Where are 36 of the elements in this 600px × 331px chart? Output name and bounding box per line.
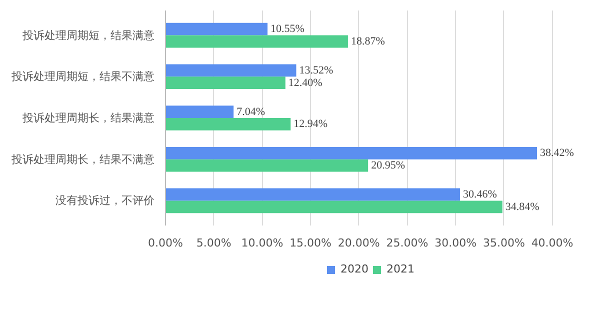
bar	[166, 22, 268, 36]
y-tick-label: 投诉处理周期长，结果不满意	[10, 152, 154, 166]
data-label: 10.55%	[270, 23, 304, 36]
bar	[166, 106, 234, 118]
x-tick-label: 25.00%	[386, 236, 428, 250]
x-tick-label: 30.00%	[434, 236, 477, 250]
data-label: 20.95%	[371, 160, 406, 172]
bar	[166, 35, 348, 48]
data-label: 30.46%	[463, 188, 497, 200]
y-tick-label: 投诉处理周期短，结果不满意	[10, 70, 154, 84]
x-tick-label: 20.00%	[338, 236, 380, 250]
legend-label: 2020	[340, 262, 368, 276]
bar	[166, 146, 538, 160]
y-tick-label: 投诉处理周期短，结果满意	[22, 28, 154, 42]
data-label: 18.87%	[350, 36, 385, 48]
data-label: 12.40%	[288, 76, 322, 89]
data-label: 13.52%	[299, 64, 334, 76]
legend-label: 2021	[386, 262, 414, 276]
data-label: 12.94%	[294, 118, 328, 130]
x-tick-label: 10.00%	[241, 236, 284, 250]
y-tick-label: 投诉处理周期长，结果满意	[22, 112, 154, 124]
x-tick-label: 35.00%	[482, 236, 525, 250]
bar	[166, 200, 502, 214]
y-tick-label: 没有投诉过，不评价	[56, 194, 154, 208]
data-label: 7.04%	[236, 106, 265, 118]
x-tick-label: 40.00%	[531, 236, 574, 250]
bar	[166, 76, 286, 90]
x-tick-label: 0.00%	[148, 236, 183, 250]
data-label: 38.42%	[540, 147, 574, 160]
bar	[166, 159, 368, 172]
bar	[166, 118, 291, 130]
data-label: 34.84%	[505, 200, 540, 213]
x-tick-label: 15.00%	[290, 236, 332, 250]
x-tick-label: 5.00%	[196, 236, 232, 250]
bar	[166, 188, 460, 201]
bar	[166, 64, 296, 77]
